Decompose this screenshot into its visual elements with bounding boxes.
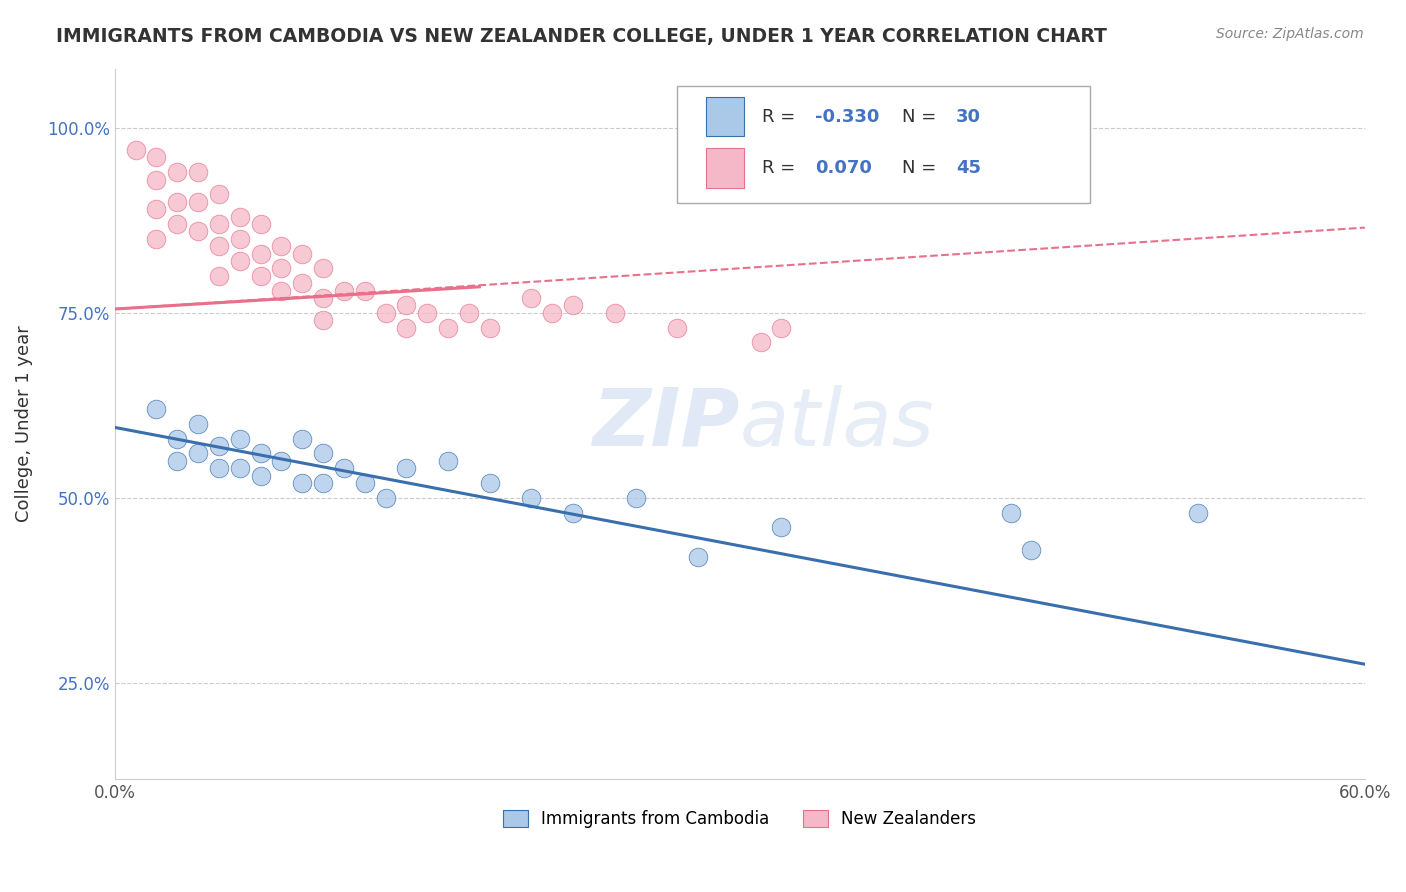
Point [145, 150, 167, 164]
Point [1187, 506, 1209, 520]
Point [416, 306, 439, 320]
Point [166, 454, 188, 468]
Point [374, 306, 396, 320]
Point [249, 468, 271, 483]
FancyBboxPatch shape [678, 87, 1090, 203]
Point [312, 313, 335, 327]
Point [208, 217, 231, 231]
Point [291, 246, 314, 260]
Text: ZIP: ZIP [592, 384, 740, 463]
Point [478, 320, 501, 334]
Point [145, 172, 167, 186]
Text: R =: R = [762, 108, 801, 126]
Point [666, 320, 689, 334]
Point [249, 246, 271, 260]
Point [688, 549, 710, 564]
Point [541, 306, 564, 320]
Point [249, 268, 271, 283]
Text: 0.070: 0.070 [815, 159, 872, 177]
Point [187, 224, 209, 238]
Point [187, 165, 209, 179]
Text: Source: ZipAtlas.com: Source: ZipAtlas.com [1216, 27, 1364, 41]
Point [124, 143, 146, 157]
Point [249, 446, 271, 460]
Text: R =: R = [762, 159, 801, 177]
Point [291, 475, 314, 490]
Point [312, 261, 335, 276]
Point [166, 432, 188, 446]
Text: N =: N = [903, 108, 942, 126]
Point [395, 461, 418, 475]
Point [166, 217, 188, 231]
Legend: Immigrants from Cambodia, New Zealanders: Immigrants from Cambodia, New Zealanders [496, 803, 983, 835]
Point [562, 298, 585, 312]
Point [395, 320, 418, 334]
Point [770, 320, 793, 334]
Point [291, 276, 314, 290]
Point [291, 432, 314, 446]
Point [145, 202, 167, 216]
Point [229, 461, 252, 475]
Text: 30: 30 [956, 108, 981, 126]
Point [229, 254, 252, 268]
Point [187, 417, 209, 431]
Point [1000, 506, 1022, 520]
Text: IMMIGRANTS FROM CAMBODIA VS NEW ZEALANDER COLLEGE, UNDER 1 YEAR CORRELATION CHAR: IMMIGRANTS FROM CAMBODIA VS NEW ZEALANDE… [56, 27, 1107, 45]
Point [166, 165, 188, 179]
Point [333, 461, 356, 475]
Point [208, 239, 231, 253]
Point [520, 491, 543, 505]
Y-axis label: College, Under 1 year: College, Under 1 year [15, 326, 32, 522]
Point [395, 298, 418, 312]
Bar [706, 97, 744, 136]
Point [229, 210, 252, 224]
Point [270, 239, 292, 253]
Point [312, 291, 335, 305]
Point [353, 475, 375, 490]
Point [312, 475, 335, 490]
Point [166, 194, 188, 209]
Point [270, 261, 292, 276]
Point [270, 454, 292, 468]
Point [145, 401, 167, 416]
Point [208, 268, 231, 283]
Point [229, 432, 252, 446]
Point [145, 232, 167, 246]
Point [229, 232, 252, 246]
Point [333, 284, 356, 298]
Point [437, 320, 460, 334]
Point [353, 284, 375, 298]
Text: 45: 45 [956, 159, 981, 177]
Point [208, 461, 231, 475]
Point [208, 439, 231, 453]
Point [374, 491, 396, 505]
Point [562, 506, 585, 520]
Point [312, 446, 335, 460]
Point [749, 335, 772, 350]
Point [208, 187, 231, 202]
Point [458, 306, 481, 320]
Point [520, 291, 543, 305]
Point [770, 520, 793, 534]
Point [1021, 542, 1043, 557]
Text: -0.330: -0.330 [815, 108, 879, 126]
Text: atlas: atlas [740, 384, 935, 463]
Text: N =: N = [903, 159, 942, 177]
Point [478, 475, 501, 490]
Point [624, 491, 647, 505]
Point [249, 217, 271, 231]
Point [187, 446, 209, 460]
Point [603, 306, 626, 320]
Point [270, 284, 292, 298]
Bar [706, 148, 744, 187]
Point [187, 194, 209, 209]
Point [437, 454, 460, 468]
